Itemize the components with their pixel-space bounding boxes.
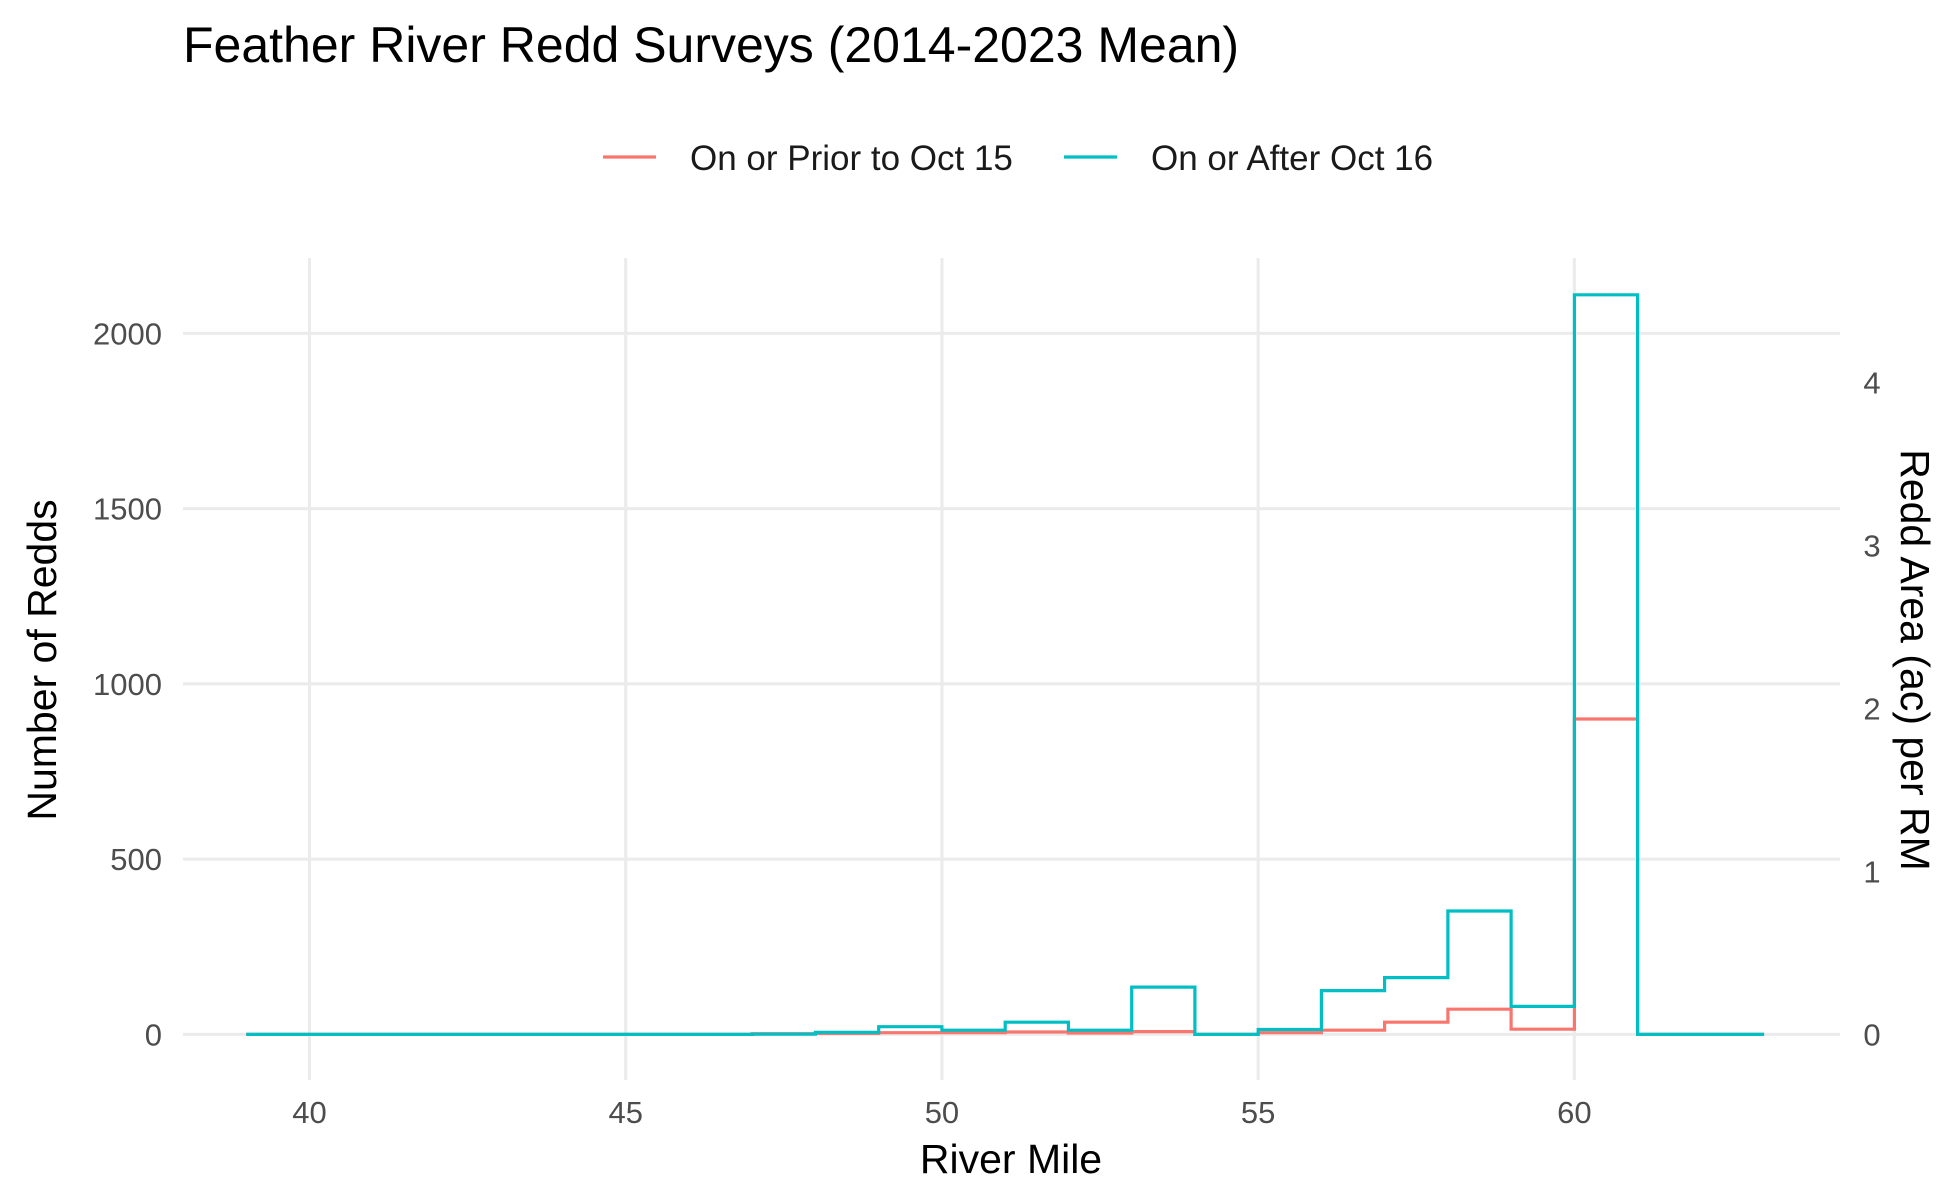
y-tick-labels: 0 500 1000 1500 2000 [93, 316, 162, 1052]
y-tick-label-500: 500 [110, 842, 162, 877]
series-line-2 [246, 293, 1765, 1036]
y2-tick-label-3: 3 [1863, 528, 1880, 563]
x-tick-label-60: 60 [1557, 1095, 1591, 1130]
x-tick-label-45: 45 [608, 1095, 642, 1130]
x-axis-title: River Mile [920, 1136, 1102, 1182]
y2-axis-title: Redd Area (ac) per RM [1892, 449, 1938, 871]
series-lines [246, 293, 1765, 1036]
legend: On or Prior to Oct 15 On or After Oct 16 [603, 139, 1433, 178]
x-tick-label-40: 40 [292, 1095, 326, 1130]
y-axis-title: Number of Redds [19, 499, 65, 820]
x-tick-labels: 40 45 50 55 60 [292, 1095, 1591, 1130]
y-tick-label-1000: 1000 [93, 667, 162, 702]
chart-title: Feather River Redd Surveys (2014-2023 Me… [183, 17, 1239, 73]
y-tick-label-1500: 1500 [93, 492, 162, 527]
y2-tick-label-4: 4 [1863, 365, 1880, 400]
legend-label-series-2: On or After Oct 16 [1151, 139, 1433, 178]
y-tick-label-2000: 2000 [93, 316, 162, 351]
y2-tick-labels: 0 1 2 3 4 [1863, 365, 1880, 1052]
y-tick-label-0: 0 [145, 1017, 162, 1052]
y2-tick-label-1: 1 [1863, 854, 1880, 889]
x-tick-label-50: 50 [925, 1095, 959, 1130]
legend-label-series-1: On or Prior to Oct 15 [690, 139, 1013, 178]
y2-tick-label-2: 2 [1863, 691, 1880, 726]
y2-tick-label-0: 0 [1863, 1017, 1880, 1052]
x-gridlines [307, 258, 1576, 1080]
y-gridlines [183, 331, 1840, 1036]
series-line-1 [246, 717, 1765, 1036]
x-tick-label-55: 55 [1241, 1095, 1275, 1130]
